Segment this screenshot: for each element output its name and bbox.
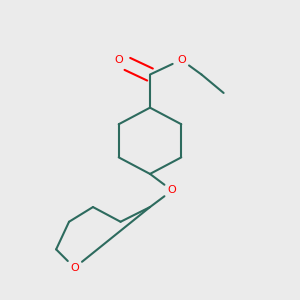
Text: O: O: [177, 55, 186, 65]
Text: O: O: [114, 55, 123, 65]
Text: O: O: [70, 263, 79, 273]
Text: O: O: [168, 185, 176, 196]
